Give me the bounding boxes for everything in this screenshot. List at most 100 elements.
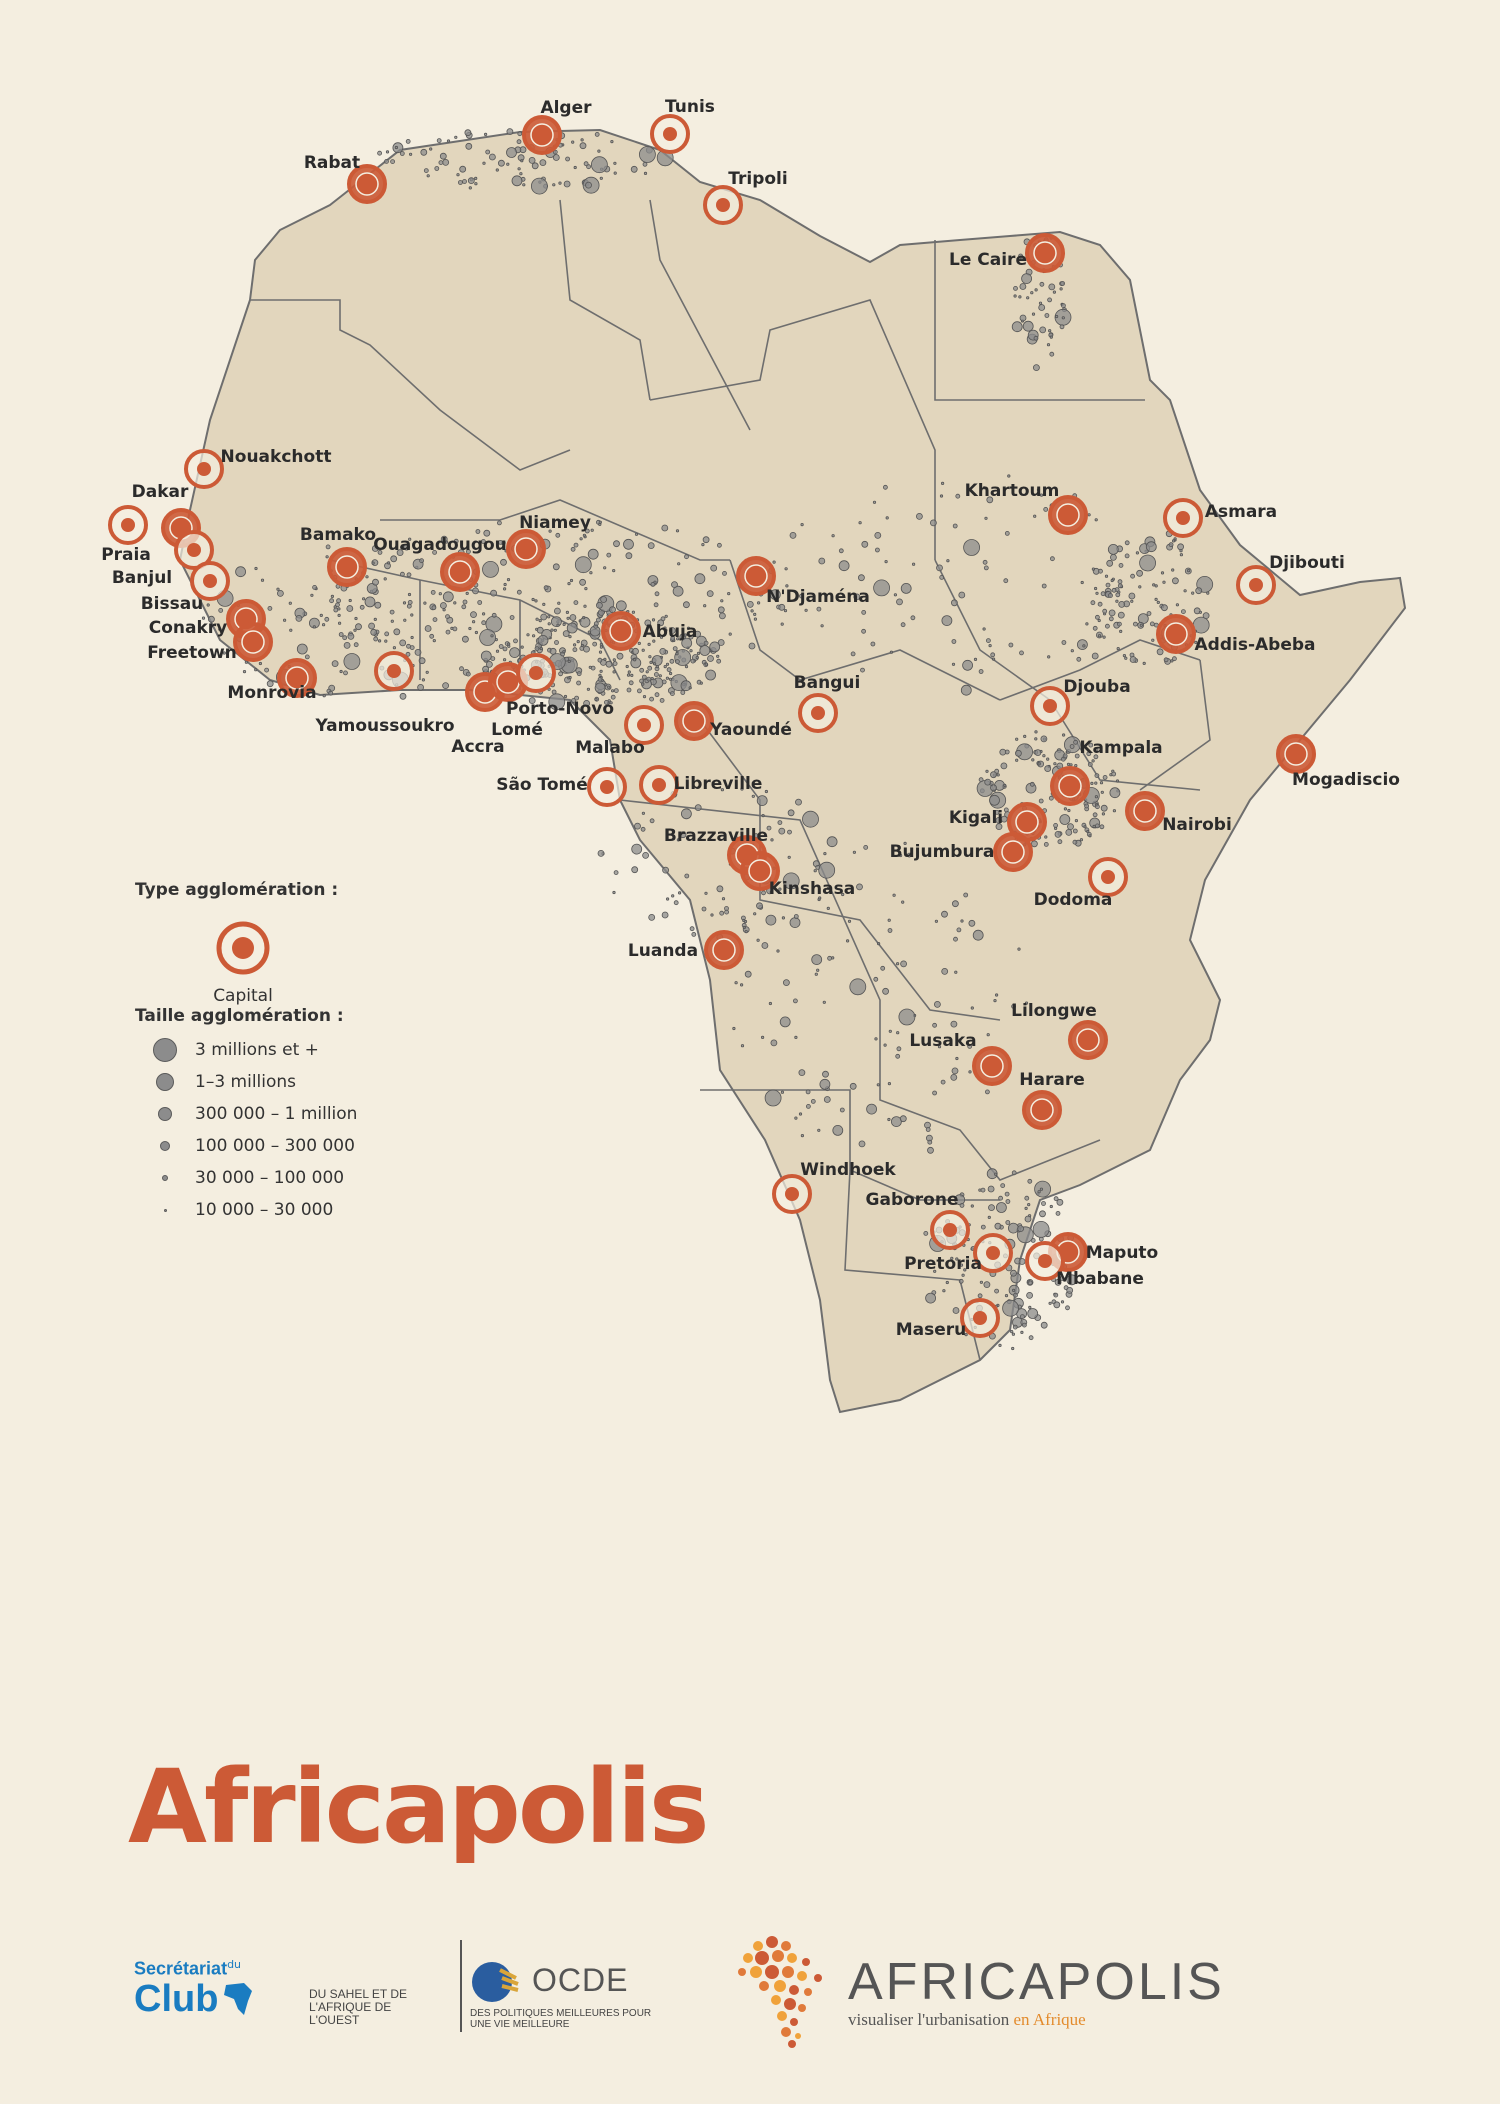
capital-core — [355, 172, 379, 196]
agglomeration-dot — [826, 906, 830, 911]
agglomeration-dot — [641, 648, 645, 652]
agglomeration-dot — [686, 626, 691, 630]
agglomeration-dot — [513, 638, 518, 644]
agglomeration-dot — [502, 587, 507, 591]
agglomeration-dot — [896, 598, 903, 606]
agglomeration-dot — [371, 561, 375, 565]
agglomeration-dot — [567, 581, 571, 586]
agglomeration-dot — [598, 650, 603, 654]
agglomeration-dot — [980, 1187, 986, 1193]
agglomeration-dot — [222, 651, 226, 655]
agglomeration-dot — [1052, 290, 1057, 294]
capital-marker: Windhoek — [772, 1160, 896, 1214]
agglomeration-dot — [704, 662, 708, 666]
capital-core — [1030, 1098, 1054, 1122]
agglomeration-dot — [1099, 781, 1104, 785]
continent-outline — [178, 128, 1407, 1414]
agglomeration-dot — [1039, 1187, 1044, 1191]
agglomeration-dot — [955, 1056, 959, 1061]
agglomeration-dot — [887, 918, 891, 922]
agglomeration-dot — [324, 616, 330, 622]
agglomeration-dot — [480, 650, 492, 662]
agglomeration-dot — [1080, 580, 1084, 585]
agglomeration-dot — [1037, 1190, 1041, 1194]
agglomeration-dot — [1011, 1004, 1016, 1009]
agglomeration-dot — [916, 513, 923, 520]
agglomeration-dot — [481, 612, 486, 616]
capital-label: Luanda — [628, 941, 698, 961]
agglomeration-dot — [1011, 1170, 1017, 1176]
agglomeration-dot — [1007, 474, 1011, 478]
capital-label: Windhoek — [800, 1160, 896, 1180]
capital-label: Rabat — [304, 153, 360, 173]
agglomeration-dot — [495, 649, 500, 653]
agglomeration-dot — [590, 528, 594, 532]
agglomeration-dot — [1154, 584, 1158, 588]
agglomeration-dot — [218, 608, 224, 613]
agglomeration-dot — [1027, 1280, 1033, 1286]
agglomeration-dot — [467, 177, 475, 185]
agglomeration-dot — [817, 1128, 821, 1132]
agglomeration-dot — [474, 630, 478, 635]
agglomeration-dot — [983, 1281, 991, 1288]
page-title: Africapolis — [128, 1748, 710, 1867]
oecd-name: OCDE — [532, 1962, 629, 1998]
agglomeration-dot — [528, 697, 536, 704]
legend-capital: Capital — [203, 918, 283, 1006]
agglomeration-dot — [1032, 1221, 1050, 1238]
agglomeration-dot — [717, 639, 725, 646]
capital-marker: Conakry — [149, 599, 266, 639]
agglomeration-dot — [799, 593, 804, 599]
agglomeration-dot — [670, 691, 675, 696]
agglomeration-dot — [355, 623, 362, 631]
agglomeration-dot — [337, 621, 342, 625]
agglomeration-dot — [684, 554, 689, 560]
agglomeration-dot — [1124, 656, 1128, 660]
agglomeration-dot — [647, 542, 655, 549]
agglomeration-dot — [490, 634, 494, 638]
capital-marker: Kinshasa — [740, 851, 855, 899]
agglomeration-dot — [968, 1070, 972, 1074]
logo-dot — [755, 1951, 769, 1965]
agglomeration-dot — [1074, 763, 1078, 768]
agglomeration-dot — [694, 573, 706, 585]
oecd-tagline: DES POLITIQUES MEILLEURES POUR UNE VIE M… — [470, 2008, 652, 2030]
agglomeration-dot — [1055, 314, 1059, 319]
agglomeration-dot — [888, 1029, 892, 1033]
capital-marker: Monrovia — [227, 658, 317, 703]
agglomeration-dot — [599, 669, 603, 673]
agglomeration-dot — [941, 615, 953, 626]
agglomeration-dot — [1050, 556, 1055, 562]
capital-marker: Bamako — [300, 525, 376, 587]
agglomeration-dot — [610, 140, 614, 144]
capital-core — [744, 564, 768, 588]
logo-dot — [795, 2033, 801, 2039]
agglomeration-dot — [576, 671, 582, 677]
agglomeration-dot — [390, 159, 396, 165]
agglomeration-dot — [1008, 642, 1014, 648]
capital-label: Bangui — [794, 673, 861, 693]
agglomeration-dot — [562, 650, 566, 654]
agglomeration-dot — [654, 591, 660, 597]
agglomeration-dot — [1053, 1196, 1059, 1202]
agglomeration-dot — [626, 673, 631, 677]
agglomeration-dot — [370, 628, 378, 636]
capital-marker: Luanda — [628, 930, 744, 970]
size-dot-icon — [162, 1175, 168, 1181]
agglomeration-dot — [756, 795, 768, 806]
agglomeration-dot — [343, 670, 348, 676]
agglomeration-dot — [1017, 947, 1021, 951]
agglomeration-dot — [1038, 301, 1043, 305]
agglomeration-dot — [1034, 288, 1038, 292]
agglomeration-dot — [1056, 1198, 1064, 1206]
agglomeration-dot — [353, 628, 357, 632]
agglomeration-dot — [769, 890, 773, 894]
agglomeration-dot — [289, 628, 293, 632]
agglomeration-dot — [1011, 1346, 1015, 1351]
agglomeration-dot — [1026, 1292, 1033, 1299]
agglomeration-dot — [583, 161, 589, 167]
agglomeration-dot — [1036, 488, 1041, 492]
agglomeration-dot — [1055, 1211, 1061, 1216]
capital-core — [1038, 1254, 1052, 1268]
logo-dot — [797, 1971, 807, 1981]
